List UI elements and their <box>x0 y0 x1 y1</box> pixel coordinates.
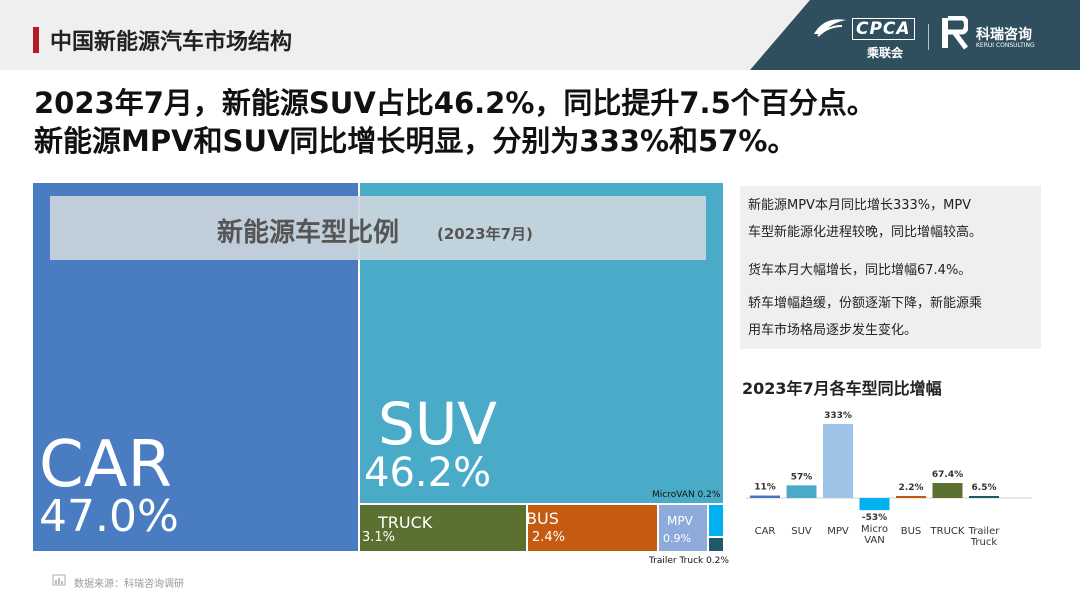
treemap-value-truck: 3.1% <box>362 530 396 545</box>
treemap-cell-bus: BUS 2.4% <box>526 504 658 552</box>
yoy-bar <box>896 496 926 498</box>
logo-divider <box>928 24 929 50</box>
note-line-1: 新能源MPV本月同比增长333%，MPV <box>748 198 972 213</box>
kerui-logo-en: KERUI CONSULTING <box>976 42 1035 49</box>
yoy-category-label: CAR <box>755 526 776 537</box>
treemap-title-box: 新能源车型比例 (2023年7月) <box>50 196 706 260</box>
kerui-mark-icon <box>942 16 968 50</box>
treemap-cell-mpv: MPV 0.9% <box>658 504 708 552</box>
treemap-label-bus: BUS <box>526 509 559 528</box>
yoy-category-label: MPV <box>827 526 849 537</box>
headline-line-1: 2023年7月，新能源SUV占比46.2%，同比提升7.5个百分点。 <box>34 86 876 120</box>
source-icon <box>52 574 66 586</box>
source-note: 数据来源：科瑞咨询调研 <box>74 579 184 590</box>
treemap-cell-trailer-truck <box>708 537 724 552</box>
yoy-bar <box>823 424 853 498</box>
treemap-label-mpv: MPV <box>667 514 693 528</box>
header-logo-band <box>750 0 1080 70</box>
yoy-category-label: Truck <box>970 537 998 548</box>
treemap-label-microvan: MicroVAN 0.2% <box>652 490 721 500</box>
yoy-category-label: BUS <box>901 526 922 537</box>
yoy-chart-title: 2023年7月各车型同比增幅 <box>742 379 942 398</box>
treemap-title: 新能源车型比例 <box>217 218 400 248</box>
yoy-category-label: Trailer <box>968 526 1001 537</box>
treemap-label-trailer-truck: Trailer Truck 0.2% <box>649 556 729 566</box>
treemap-value-car: 47.0% <box>39 491 179 542</box>
note-line-5: 用车市场格局逐步发生变化。 <box>748 323 918 338</box>
yoy-category-label: Micro <box>861 524 888 535</box>
yoy-bar <box>859 498 890 511</box>
treemap-value-bus: 2.4% <box>532 530 566 545</box>
treemap-label-truck: TRUCK <box>378 513 433 532</box>
yoy-value-label: 6.5% <box>972 483 997 493</box>
yoy-value-label: 2.2% <box>899 483 924 493</box>
treemap-value-suv: 46.2% <box>364 450 492 496</box>
treemap-cell-microvan <box>708 504 724 537</box>
headline: 2023年7月，新能源SUV占比46.2%，同比提升7.5个百分点。 新能源MP… <box>34 84 876 160</box>
yoy-value-label: -53% <box>862 513 887 523</box>
yoy-bar <box>932 483 963 498</box>
treemap-label-suv: SUV <box>378 390 497 458</box>
note-line-3: 货车本月大幅增长，同比增幅67.4%。 <box>748 263 972 278</box>
note-line-4: 轿车增幅趋缓，份额逐渐下降，新能源乘 <box>748 296 983 311</box>
yoy-bar <box>786 485 817 498</box>
treemap-cell-truck: TRUCK 3.1% <box>359 504 527 552</box>
yoy-bar-chart: 11% CAR 57% SUV 333% MPV -53%MicroVAN 2.2% BUS 67… <box>746 411 1032 548</box>
treemap-subtitle: (2023年7月) <box>437 225 533 243</box>
treemap-value-mpv: 0.9% <box>663 532 691 545</box>
yoy-bar <box>750 495 780 498</box>
headline-line-2: 新能源MPV和SUV同比增长明显，分别为333%和57%。 <box>34 124 797 158</box>
notes-box: 新能源MPV本月同比增长333%，MPV 车型新能源化进程较晚，同比增幅较高。 … <box>740 186 1041 349</box>
yoy-category-label: TRUCK <box>930 526 965 537</box>
header-accent-mark <box>33 27 39 53</box>
yoy-value-label: 67.4% <box>932 470 963 480</box>
yoy-value-label: 333% <box>824 411 852 421</box>
yoy-category-label: SUV <box>791 526 812 537</box>
cpca-bird-icon <box>814 19 846 37</box>
treemap-label-car: CAR <box>39 428 172 502</box>
cpca-logo-cn: 乘联会 <box>867 46 904 60</box>
page-title: 中国新能源汽车市场结构 <box>50 30 293 55</box>
yoy-value-label: 57% <box>791 472 813 482</box>
treemap-chart: CAR 47.0% SUV 46.2% TRUCK 3.1% BUS 2.4% … <box>32 182 729 566</box>
yoy-bar <box>969 496 999 498</box>
note-line-2: 车型新能源化进程较晚，同比增幅较高。 <box>748 225 983 240</box>
yoy-category-label: VAN <box>864 535 885 546</box>
kerui-logo-cn: 科瑞咨询 <box>976 27 1032 43</box>
yoy-value-label: 11% <box>754 483 776 493</box>
cpca-logo-text: CPCA <box>852 18 915 40</box>
